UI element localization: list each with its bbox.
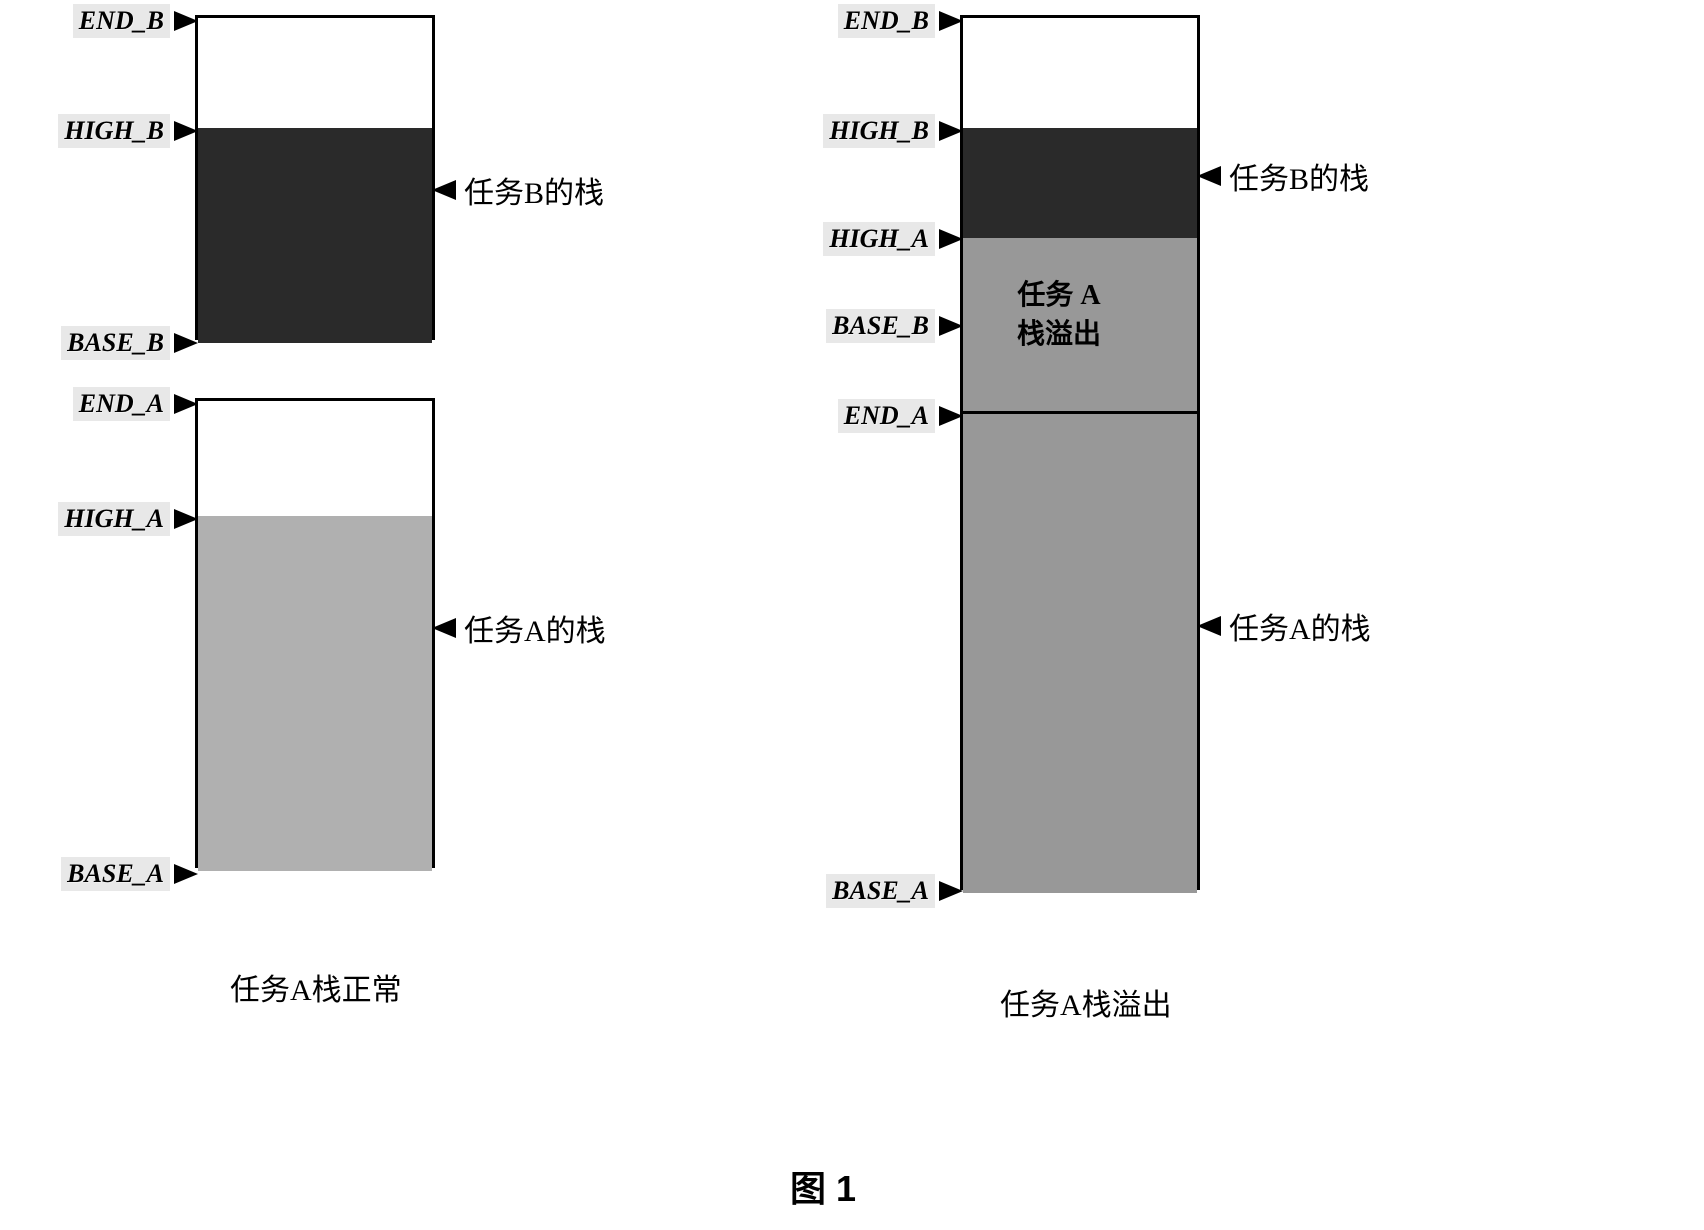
left-caption: 任务A栈正常: [230, 965, 402, 1009]
label-text: END_A: [73, 387, 170, 421]
label-text: END_B: [73, 4, 170, 38]
right-end-b-label: END_B: [838, 4, 963, 38]
label-text: BASE_B: [826, 309, 935, 343]
arrow-right-icon: [939, 881, 963, 901]
overlay-line2: 栈溢出: [1017, 315, 1101, 354]
overflow-overlay-text: 任务 A 栈溢出: [1017, 276, 1101, 354]
overlay-line1: 任务 A: [1017, 276, 1101, 315]
arrow-right-icon: [939, 406, 963, 426]
arrow-left-icon: [1197, 166, 1221, 186]
right-stack-container: 任务 A 栈溢出 END_B HIGH_B HIGH_A BASE_B END_…: [960, 15, 1200, 890]
right-fill-dark: [963, 128, 1197, 238]
left-stack-b-box: END_B HIGH_B BASE_B 任务B的栈: [195, 15, 435, 340]
right-stack-b-annotation: 任务B的栈: [1197, 154, 1369, 198]
left-high-b-label: HIGH_B: [58, 114, 198, 148]
label-text: END_A: [838, 399, 935, 433]
arrow-right-icon: [174, 11, 198, 31]
left-base-a-label: BASE_A: [61, 857, 198, 891]
left-end-b-label: END_B: [73, 4, 198, 38]
annotation-text: 任务B的栈: [464, 168, 604, 212]
left-stack-a-container: END_A HIGH_A BASE_A 任务A的栈: [195, 398, 435, 868]
figure-label: 图 1: [790, 1160, 856, 1212]
right-base-a-label: BASE_A: [826, 874, 963, 908]
right-high-a-label: HIGH_A: [823, 222, 963, 256]
arrow-right-icon: [174, 333, 198, 353]
left-high-a-label: HIGH_A: [58, 502, 198, 536]
arrow-right-icon: [174, 394, 198, 414]
left-end-a-label: END_A: [73, 387, 198, 421]
label-text: HIGH_B: [58, 114, 170, 148]
label-text: END_B: [838, 4, 935, 38]
annotation-text: 任务B的栈: [1229, 154, 1369, 198]
right-caption: 任务A栈溢出: [1000, 980, 1172, 1024]
right-stack-a-annotation: 任务A的栈: [1197, 604, 1371, 648]
left-stack-a-box: END_A HIGH_A BASE_A 任务A的栈: [195, 398, 435, 868]
label-text: HIGH_B: [823, 114, 935, 148]
arrow-left-icon: [1197, 616, 1221, 636]
label-text: BASE_A: [61, 857, 170, 891]
right-base-b-label: BASE_B: [826, 309, 963, 343]
arrow-right-icon: [939, 316, 963, 336]
label-text: HIGH_A: [58, 502, 170, 536]
annotation-text: 任务A的栈: [464, 606, 606, 650]
annotation-text: 任务A的栈: [1229, 604, 1371, 648]
label-text: BASE_B: [61, 326, 170, 360]
left-stack-a-annotation: 任务A的栈: [432, 606, 606, 650]
right-stack-box: 任务 A 栈溢出 END_B HIGH_B HIGH_A BASE_B END_…: [960, 15, 1200, 890]
arrow-right-icon: [174, 121, 198, 141]
right-end-a-label: END_A: [838, 399, 963, 433]
arrow-right-icon: [174, 509, 198, 529]
right-divider: [963, 411, 1197, 414]
left-base-b-label: BASE_B: [61, 326, 198, 360]
label-text: BASE_A: [826, 874, 935, 908]
label-text: HIGH_A: [823, 222, 935, 256]
arrow-right-icon: [939, 229, 963, 249]
right-high-b-label: HIGH_B: [823, 114, 963, 148]
left-stack-b-container: END_B HIGH_B BASE_B 任务B的栈: [195, 15, 435, 340]
left-stack-b-annotation: 任务B的栈: [432, 168, 604, 212]
arrow-left-icon: [432, 618, 456, 638]
arrow-right-icon: [939, 121, 963, 141]
arrow-left-icon: [432, 180, 456, 200]
left-stack-a-fill: [198, 516, 432, 871]
arrow-right-icon: [939, 11, 963, 31]
arrow-right-icon: [174, 864, 198, 884]
left-stack-b-fill: [198, 128, 432, 343]
